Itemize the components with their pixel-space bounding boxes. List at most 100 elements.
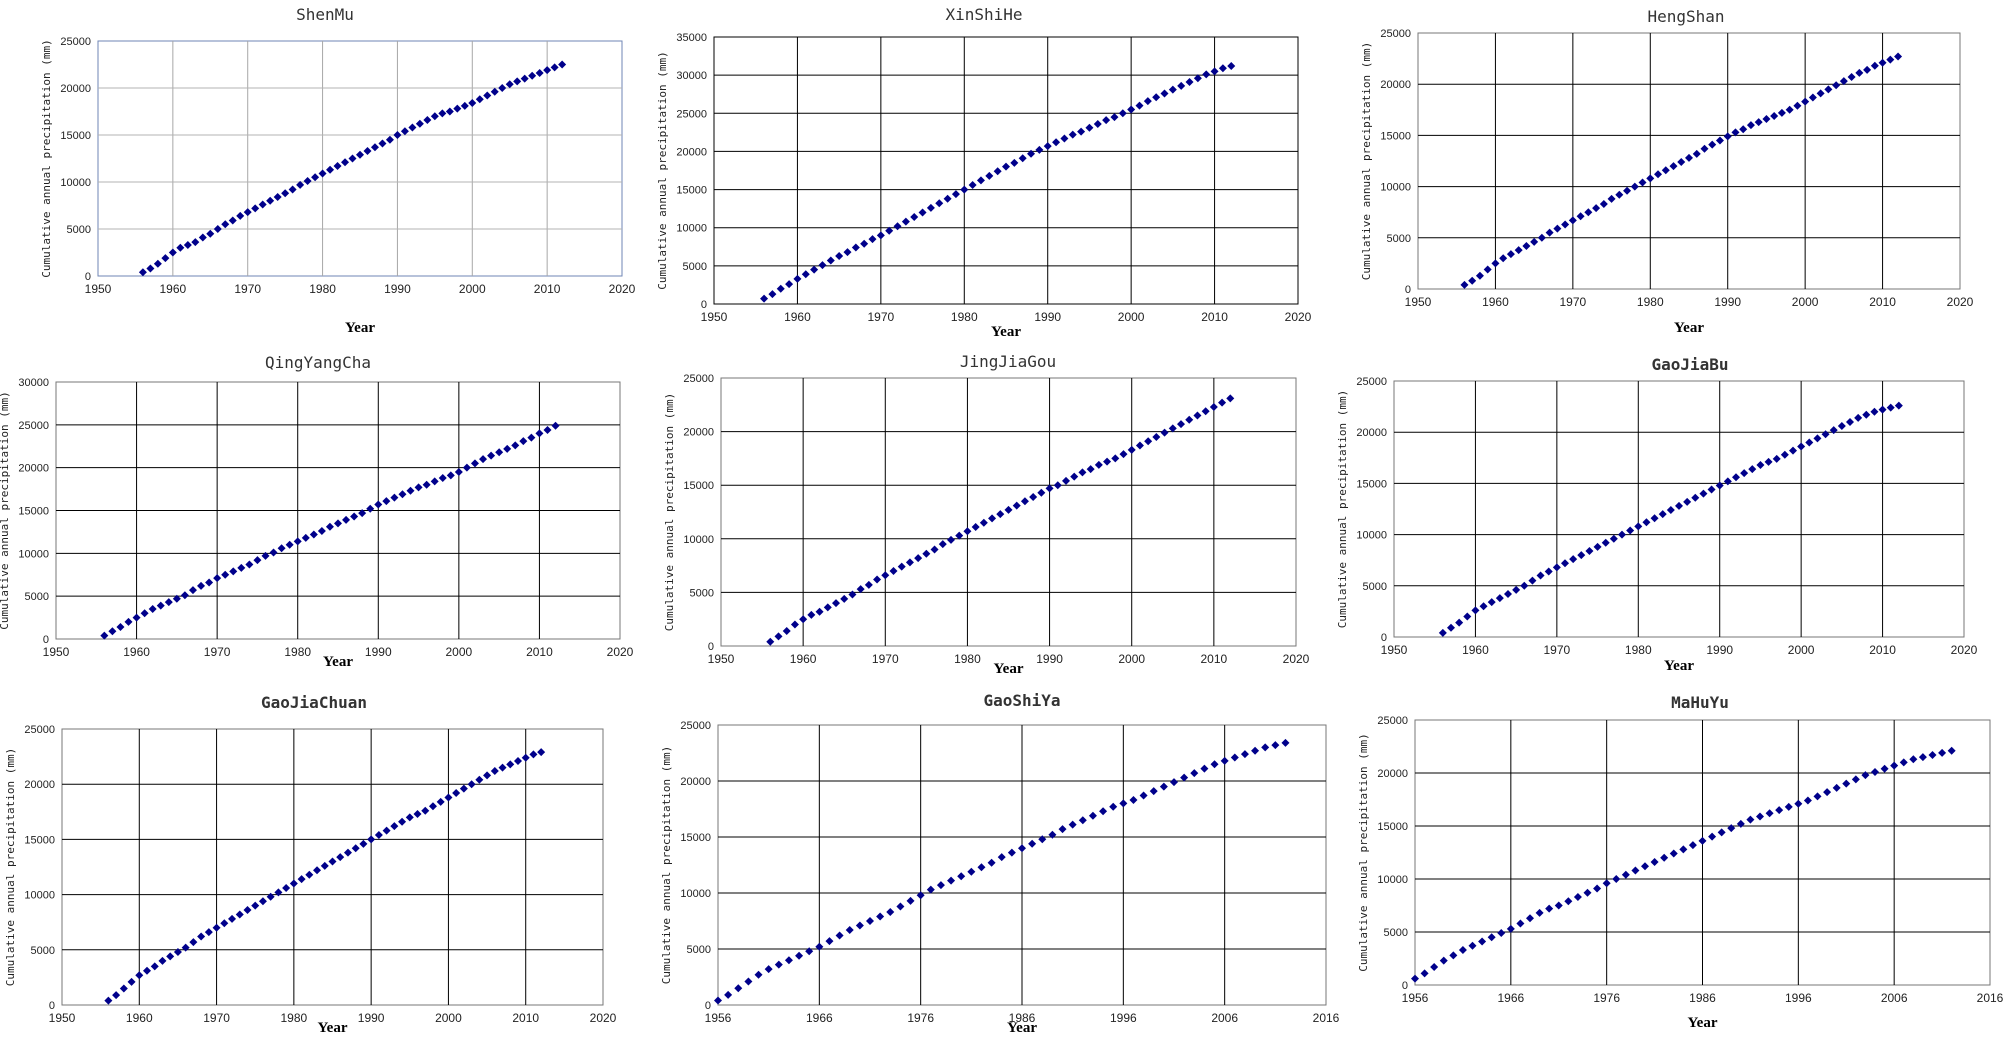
- data-point: [251, 901, 260, 910]
- data-point: [1471, 606, 1480, 615]
- chart-1: 1950 1960 1970 1980 1990 2000 2010 2020 0 5000 100…: [40, 5, 636, 336]
- y-tick-label: 15000: [18, 506, 49, 518]
- y-tick-label: 25000: [18, 420, 49, 432]
- data-point: [197, 932, 206, 941]
- x-axis-label: Year: [1674, 320, 1704, 336]
- y-tick-label: 25000: [24, 724, 55, 736]
- data-point: [1522, 241, 1531, 250]
- data-point: [266, 196, 275, 205]
- data-point: [901, 217, 910, 226]
- data-point: [1846, 417, 1854, 426]
- data-point: [198, 233, 207, 242]
- data-point: [1487, 598, 1496, 607]
- data-point: [1110, 113, 1119, 122]
- data-point: [1824, 85, 1833, 94]
- data-point: [100, 631, 109, 640]
- data-point: [1772, 454, 1781, 463]
- data-point: [266, 892, 275, 901]
- data-point: [905, 558, 914, 567]
- data-point: [714, 996, 722, 1005]
- x-axis-label: Year: [1664, 658, 1694, 674]
- data-point: [158, 956, 167, 965]
- data-point: [1862, 410, 1871, 419]
- x-tick-label: 1950: [1381, 643, 1408, 657]
- data-point: [521, 753, 530, 762]
- data-point: [320, 861, 329, 870]
- y-tick-label: 15000: [1377, 821, 1408, 833]
- data-point: [124, 617, 133, 626]
- data-point: [415, 119, 424, 128]
- data-point: [960, 185, 969, 194]
- data-point: [1027, 149, 1036, 158]
- data-point: [261, 551, 270, 560]
- y-tick-label: 5000: [67, 224, 91, 236]
- data-point: [1185, 415, 1194, 424]
- data-point: [1661, 166, 1670, 175]
- data-point: [1177, 420, 1185, 429]
- data-point: [1576, 212, 1585, 221]
- data-point: [1535, 908, 1544, 917]
- data-point: [470, 459, 479, 468]
- data-point: [1468, 276, 1477, 285]
- data-point: [503, 444, 512, 453]
- data-point: [1068, 130, 1077, 139]
- data-point: [1127, 445, 1136, 454]
- data-point: [881, 571, 890, 580]
- data-point: [1762, 115, 1771, 124]
- x-tick-label: 2010: [534, 282, 561, 296]
- chart-7: 1950 1960 1970 1980 1990 2000 2010 2020 0 5000 100…: [4, 693, 617, 1036]
- data-point: [1602, 879, 1611, 888]
- data-point: [1561, 559, 1569, 568]
- data-point: [1748, 465, 1757, 474]
- data-point: [213, 225, 222, 233]
- data-point: [460, 101, 469, 110]
- x-tick-label: 2006: [1211, 1011, 1238, 1025]
- x-tick-label: 1980: [1637, 295, 1664, 309]
- data-point: [1078, 816, 1087, 825]
- data-point: [382, 826, 391, 835]
- data-point: [197, 581, 206, 590]
- data-point: [1739, 125, 1748, 134]
- data-point: [363, 146, 372, 155]
- data-point: [1886, 55, 1895, 64]
- x-tick-label: 1960: [123, 645, 150, 659]
- data-point: [799, 615, 808, 624]
- data-point: [487, 451, 496, 460]
- data-point: [164, 598, 173, 607]
- data-point: [513, 77, 522, 86]
- data-point: [1821, 430, 1830, 439]
- data-point: [535, 429, 544, 438]
- data-point: [1599, 200, 1608, 209]
- data-point: [1723, 132, 1732, 141]
- data-point: [370, 143, 379, 152]
- data-point: [1675, 501, 1683, 510]
- data-point: [1577, 551, 1586, 560]
- data-point: [967, 867, 976, 876]
- data-point: [1618, 530, 1626, 539]
- x-tick-label: 1990: [365, 645, 392, 659]
- data-point: [220, 919, 229, 928]
- data-point: [301, 533, 310, 542]
- data-point: [366, 504, 375, 513]
- x-tick-label: 2016: [1313, 1011, 1340, 1025]
- data-point: [445, 107, 454, 116]
- y-tick-label: 10000: [60, 177, 91, 189]
- data-point: [996, 510, 1005, 519]
- data-point: [251, 204, 260, 213]
- data-point: [1168, 424, 1177, 433]
- data-point: [1159, 782, 1168, 791]
- y-tick-label: 20000: [1377, 768, 1408, 780]
- chart-2: 1950 1960 1970 1980 1990 2000 2010 2020 0 5000 100…: [656, 5, 1312, 340]
- data-point: [1554, 901, 1563, 910]
- data-point: [1654, 170, 1663, 179]
- data-point: [305, 870, 314, 879]
- data-point: [328, 857, 337, 866]
- data-point: [1890, 761, 1899, 770]
- data-point: [1832, 81, 1841, 90]
- data-point: [172, 594, 181, 603]
- data-point: [1479, 602, 1488, 611]
- x-tick-label: 1996: [1110, 1011, 1137, 1025]
- data-point: [288, 185, 297, 194]
- data-point: [1754, 118, 1763, 127]
- data-point: [1928, 750, 1937, 759]
